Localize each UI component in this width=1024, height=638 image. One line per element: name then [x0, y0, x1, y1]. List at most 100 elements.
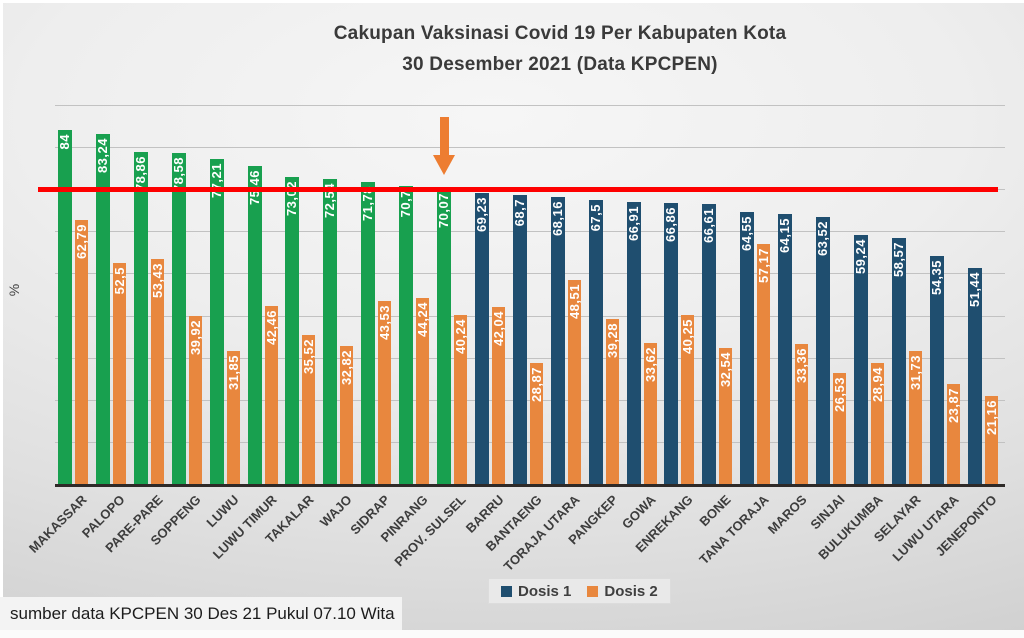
bar-value-dosis2: 33,62 — [642, 347, 658, 383]
bar-dosis2-luwu — [226, 350, 240, 485]
bar-dosis2-tana-toraja — [757, 243, 771, 485]
bar-value-dosis1: 69,23 — [473, 196, 489, 232]
x-axis-line — [55, 484, 1005, 487]
bar-value-dosis1: 83,24 — [94, 137, 110, 173]
bar-value-dosis1: 66,61 — [701, 207, 717, 243]
bar-dosis1-sinjai — [816, 216, 830, 485]
bar-dosis2-bulukumba — [870, 362, 884, 485]
bar-dosis2-jeneponto — [984, 395, 998, 485]
legend-label: Dosis 2 — [604, 582, 658, 600]
legend-label: Dosis 1 — [518, 582, 572, 600]
arrow-down-icon — [439, 117, 449, 155]
bar-dosis1-prov-sulsel — [437, 189, 451, 485]
bar-value-dosis2: 28,94 — [869, 366, 885, 402]
bar-dosis2-luwu-timur — [264, 305, 278, 485]
legend-item-dosis-1: Dosis 1 — [501, 583, 571, 600]
bar-value-dosis1: 70,07 — [436, 193, 451, 229]
bar-value-dosis2: 42,46 — [263, 309, 279, 345]
bar-value-dosis1: 77,21 — [208, 163, 224, 199]
bar-value-dosis2: 40,25 — [680, 319, 696, 355]
bar-value-dosis2: 53,43 — [149, 263, 165, 299]
bar-dosis2-pangkep — [605, 319, 619, 485]
bar-dosis2-luwu-utara — [946, 384, 960, 485]
bar-value-dosis2: 33,36 — [794, 348, 810, 384]
bar-value-dosis1: 64,15 — [777, 218, 793, 254]
bar-dosis2-selayar — [908, 351, 922, 485]
bar-dosis2-pare-pare — [150, 259, 164, 485]
bar-value-dosis2: 57,17 — [756, 247, 772, 283]
bar-value-dosis1: 67,5 — [587, 204, 603, 232]
bar-dosis2-toraja-utara — [567, 280, 581, 485]
bar-dosis2-barru — [491, 307, 505, 485]
bar-value-dosis1: 66,91 — [625, 206, 641, 242]
bar-dosis1-sidrap — [361, 181, 376, 485]
bar-dosis1-bone — [702, 203, 717, 485]
bar-dosis2-sidrap — [378, 301, 392, 485]
gridline-80 — [55, 146, 1005, 148]
gridline-90 — [55, 104, 1005, 106]
bottom-strip — [0, 630, 1024, 638]
bar-dosis1-maros — [778, 214, 793, 485]
bar-value-dosis2: 21,16 — [983, 399, 999, 435]
bar-value-dosis2: 32,54 — [718, 351, 734, 387]
bar-value-dosis1: 54,35 — [928, 259, 944, 295]
bar-dosis1-palopo — [95, 133, 110, 485]
chart-title-line2: 30 Desember 2021 (Data KPCPEN) — [402, 54, 718, 75]
bar-value-dosis2: 39,28 — [604, 323, 620, 359]
bar-value-dosis2: 42,04 — [490, 311, 506, 347]
bar-value-dosis2: 23,87 — [945, 388, 961, 424]
bar-value-dosis2: 62,79 — [74, 223, 89, 259]
bar-dosis2-enrekang — [681, 315, 695, 485]
bar-value-dosis2: 40,24 — [453, 319, 468, 355]
bar-dosis1-selayar — [891, 237, 906, 485]
bar-value-dosis2: 31,85 — [225, 354, 241, 390]
chart-title: Cakupan Vaksinasi Covid 19 Per Kabupaten… — [100, 18, 1020, 80]
bar-value-dosis1: 68,7 — [511, 198, 527, 227]
bar-value-dosis1: 58,57 — [890, 241, 906, 277]
bar-dosis1-pare-pare — [133, 152, 148, 485]
target-line-70-percent — [38, 187, 998, 193]
bar-dosis2-maros — [795, 344, 809, 485]
legend-item-dosis-2: Dosis 2 — [587, 582, 658, 600]
bar-dosis1-luwu — [209, 159, 224, 485]
bar-value-dosis1: 63,52 — [815, 220, 830, 256]
bar-dosis1-luwu-timur — [247, 166, 262, 485]
bar-dosis1-takalar — [285, 176, 300, 485]
gridline-30 — [55, 357, 1005, 359]
bar-dosis1-toraja-utara — [550, 197, 565, 485]
legend-swatch-icon — [501, 585, 512, 597]
bar-value-dosis2: 32,82 — [339, 350, 355, 386]
bar-value-dosis1: 66,86 — [663, 206, 679, 242]
bar-value-dosis2: 26,53 — [832, 376, 847, 413]
bar-dosis2-sinjai — [833, 372, 846, 485]
gridline-40 — [55, 315, 1005, 317]
bar-dosis1-bulukumba — [853, 234, 868, 485]
bar-value-dosis1: 70,7 — [398, 190, 414, 218]
bar-dosis2-prov-sulsel — [454, 315, 467, 485]
bar-dosis2-bantaeng — [529, 363, 543, 485]
bar-dosis2-palopo — [112, 263, 126, 485]
bar-dosis2-pinrang — [416, 298, 430, 485]
bar-dosis2-takalar — [302, 335, 316, 485]
bar-value-dosis1: 64,55 — [739, 216, 755, 252]
bar-value-dosis1: 84 — [57, 134, 72, 150]
bar-value-dosis1: 51,44 — [966, 271, 982, 307]
bar-value-dosis2: 39,92 — [187, 320, 203, 356]
bar-value-dosis2: 52,5 — [111, 267, 127, 295]
bar-dosis2-wajo — [340, 346, 354, 485]
bar-dosis1-jeneponto — [967, 267, 982, 485]
bar-value-dosis1: 59,24 — [852, 238, 868, 274]
bar-dosis1-tana-toraja — [740, 212, 755, 485]
gridline-50 — [55, 273, 1005, 275]
bar-value-dosis1: 73,02 — [284, 180, 300, 216]
gridline-60 — [55, 231, 1005, 233]
bar-dosis2-soppeng — [188, 316, 202, 485]
bar-dosis1-wajo — [323, 178, 338, 485]
bar-value-dosis2: 43,53 — [377, 305, 393, 341]
source-note: sumber data KPCPEN 30 Des 21 Pukul 07.10… — [0, 597, 402, 630]
bar-dosis1-makassar — [58, 130, 72, 485]
bar-dosis1-luwu-utara — [929, 255, 944, 485]
chart-title-line1: Cakupan Vaksinasi Covid 19 Per Kabupaten… — [333, 23, 787, 44]
bar-dosis2-makassar — [75, 219, 88, 485]
bar-dosis1-bantaeng — [512, 194, 527, 485]
